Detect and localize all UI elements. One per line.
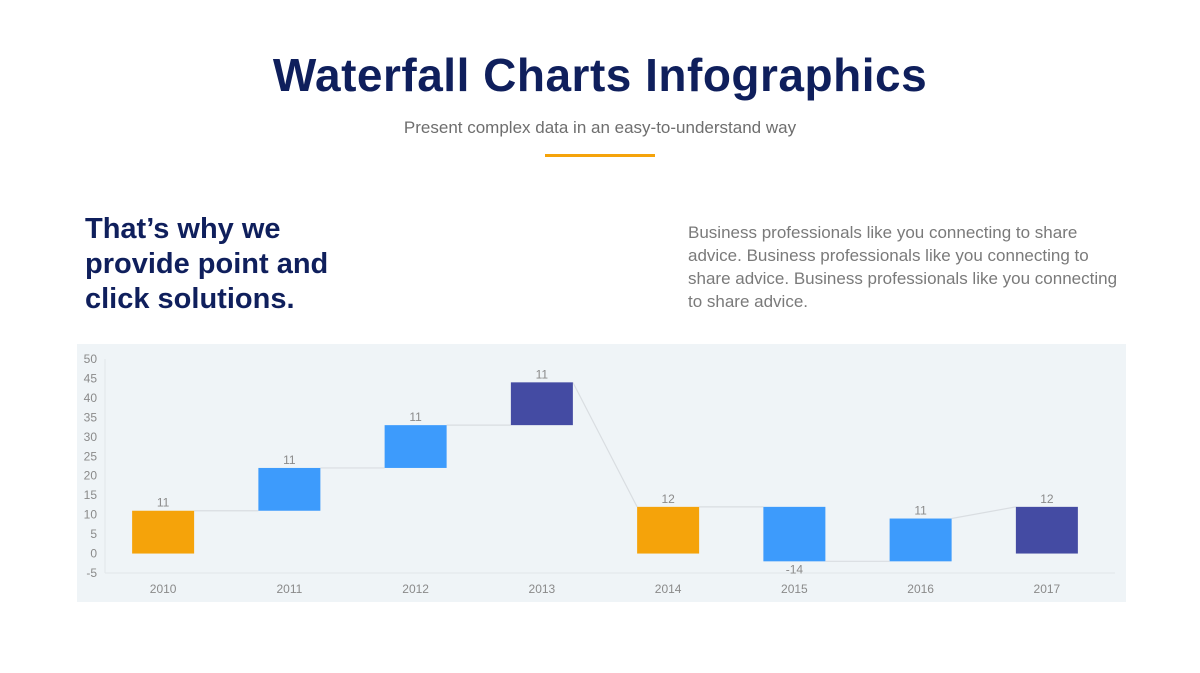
page-title: Waterfall Charts Infographics bbox=[272, 49, 928, 101]
x-tick-label: 2017 bbox=[1034, 582, 1061, 596]
bar-2010 bbox=[132, 510, 195, 554]
bar-2013 bbox=[510, 382, 573, 426]
y-tick-label: 35 bbox=[84, 410, 98, 424]
y-tick-label: 45 bbox=[84, 371, 98, 385]
y-tick-label: 0 bbox=[90, 547, 97, 561]
bar-2011 bbox=[258, 467, 321, 511]
y-tick-label: 40 bbox=[84, 391, 98, 405]
data-label: 12 bbox=[661, 492, 675, 506]
connector-line bbox=[951, 506, 1016, 520]
chart-svg: 50454035302520151050-5112010112011112012… bbox=[84, 352, 1115, 596]
x-tick-label: 2016 bbox=[907, 582, 934, 596]
y-tick-label: 15 bbox=[84, 488, 98, 502]
accent-divider bbox=[545, 154, 655, 157]
x-tick-label: 2013 bbox=[529, 582, 556, 596]
data-label: 11 bbox=[409, 410, 422, 424]
y-tick-label: 10 bbox=[84, 508, 98, 522]
bar-2017 bbox=[1015, 506, 1078, 554]
x-tick-label: 2014 bbox=[655, 582, 682, 596]
data-label: 12 bbox=[1040, 492, 1054, 506]
y-tick-label: 50 bbox=[84, 352, 98, 366]
page-subtitle: Present complex data in an easy-to-under… bbox=[403, 118, 797, 137]
y-tick-label: 5 bbox=[90, 527, 97, 541]
data-label: 11 bbox=[914, 504, 927, 518]
bar-2012 bbox=[384, 425, 447, 468]
connector-line bbox=[572, 382, 638, 508]
y-tick-label: 30 bbox=[84, 430, 98, 444]
description-paragraph: Business professionals like you connecti… bbox=[688, 223, 1118, 311]
data-label: 11 bbox=[283, 453, 296, 467]
bar-2016 bbox=[889, 518, 952, 562]
y-tick-label: 25 bbox=[84, 449, 98, 463]
x-tick-label: 2015 bbox=[781, 582, 808, 596]
x-tick-label: 2012 bbox=[402, 582, 429, 596]
data-label: 11 bbox=[536, 367, 549, 381]
x-tick-label: 2010 bbox=[150, 582, 177, 596]
y-tick-label: 20 bbox=[84, 469, 98, 483]
bar-2014 bbox=[637, 506, 700, 554]
waterfall-chart: 50 45 40 35 30 25 20 15 10 5 0 -5 11 2010 11 2011 11 2012… bbox=[77, 344, 1126, 602]
y-tick-label: -5 bbox=[86, 566, 97, 580]
data-label: 11 bbox=[157, 496, 170, 510]
headline: That’s why we provide point and click so… bbox=[85, 213, 329, 315]
x-tick-label: 2011 bbox=[276, 582, 302, 596]
data-label: -14 bbox=[786, 562, 804, 576]
bar-2015 bbox=[763, 506, 826, 562]
